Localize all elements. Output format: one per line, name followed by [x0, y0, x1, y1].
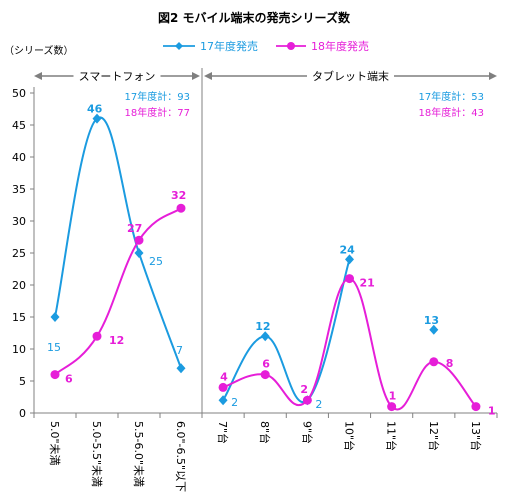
y-tick-label-9: 45 [12, 119, 26, 132]
series-1-point-4 [218, 382, 228, 392]
series-1-point-8 [387, 402, 397, 412]
y-tick-label-4: 20 [12, 279, 26, 292]
series-1-point-6 [302, 395, 312, 405]
x-tick-label-1: 5.0-5.5"未満 [90, 421, 103, 487]
series-1-label-4: 4 [220, 370, 228, 383]
series-1-label-7: 21 [360, 277, 375, 290]
legend-label-1: 18年度発売 [311, 39, 369, 53]
series-1-label-5: 6 [262, 358, 270, 371]
y-tick-label-3: 15 [12, 311, 26, 324]
series-0-line-0 [54, 116, 182, 369]
y-tick-label-2: 10 [12, 343, 26, 356]
chart-title: 図2 モバイル端末の発売シリーズ数 [158, 10, 351, 25]
series-0-point-3 [176, 363, 186, 374]
x-tick-label-6: 9"台 [300, 421, 314, 444]
total-annotation-0: 17年度計：93 [125, 90, 190, 103]
section-label-bg-1 [307, 67, 394, 83]
series-1-point-10 [471, 402, 481, 412]
series-1-point-7 [345, 274, 354, 284]
section-arrow-right-0 [192, 72, 200, 80]
series-1-label-10: 1 [488, 405, 496, 418]
y-tick-label-5: 25 [12, 247, 26, 260]
section-arrow-right-1 [489, 72, 497, 80]
x-tick-label-2: 5.5-6.0"未満 [132, 421, 145, 487]
series-1-label-6: 2 [300, 383, 308, 396]
x-tick-label-4: 7"台 [216, 421, 230, 444]
y-tick-label-6: 30 [12, 215, 26, 228]
series-0-point-7 [345, 254, 354, 265]
series-0-label-5: 12 [255, 320, 270, 333]
series-0-point-9 [429, 324, 439, 335]
series-0-point-2 [134, 248, 144, 258]
x-tick-label-5: 8"台 [258, 421, 272, 444]
series-1-label-3: 32 [171, 189, 186, 202]
y-tick-label-10: 50 [12, 87, 26, 100]
y-tick-label-1: 5 [19, 375, 26, 388]
series-0-label-3: 7 [176, 344, 183, 357]
series-0-label-0: 15 [47, 341, 61, 354]
series-0-label-7: 24 [340, 243, 356, 256]
series-1-point-2 [134, 235, 144, 245]
series-0-point-4 [218, 395, 228, 406]
y-tick-label-0: 0 [19, 407, 26, 420]
legend-marker-1 [287, 42, 295, 50]
series-0-point-1 [92, 113, 102, 124]
series-1-label-2: 27 [127, 222, 142, 235]
series-1-label-1: 12 [109, 334, 124, 347]
legend-label-0: 17年度発売 [200, 39, 258, 53]
series-1-label-9: 8 [446, 357, 454, 370]
x-tick-label-10: 13"台 [469, 421, 483, 451]
x-tick-label-9: 12"台 [427, 421, 441, 451]
series-0-label-2: 25 [149, 255, 163, 268]
series-1-point-3 [176, 203, 186, 213]
series-1-point-5 [260, 370, 270, 380]
series-1-label-0: 6 [65, 373, 73, 386]
series-1-point-9 [429, 357, 439, 367]
total-annotation-1: 18年度計：77 [125, 106, 190, 119]
series-0-point-5 [260, 331, 270, 342]
section-label-0: スマートフォン [79, 70, 156, 83]
series-0-label-9: 13 [424, 314, 439, 327]
series-0-label-6: 2 [315, 398, 322, 411]
section-arrow-left-1 [204, 72, 212, 80]
series-1-line-0 [54, 207, 182, 376]
section-label-1: タブレット端末 [312, 69, 389, 83]
x-tick-label-7: 10"台 [343, 421, 357, 451]
y-tick-label-8: 40 [12, 151, 26, 164]
legend-marker-0 [175, 42, 183, 50]
series-1-label-8: 1 [389, 390, 397, 403]
series-1-point-1 [92, 331, 102, 341]
series-0-label-4: 2 [231, 396, 238, 409]
series-0-label-1: 46 [87, 103, 103, 116]
y-tick-label-7: 35 [12, 183, 26, 196]
y-axis-label: （シリーズ数） [4, 44, 74, 57]
x-tick-label-3: 6.0"-6.5"以下 [174, 421, 187, 492]
total-annotation-3: 18年度計：43 [419, 106, 484, 119]
series-1-point-0 [50, 370, 60, 380]
series-0-line-1 [222, 259, 351, 404]
series-1-line-1 [222, 277, 477, 411]
section-arrow-left-0 [34, 72, 42, 80]
x-tick-label-0: 5.0"未満 [48, 421, 61, 466]
section-label-bg-0 [73, 67, 161, 83]
series-0-point-0 [50, 312, 60, 322]
total-annotation-2: 17年度計：53 [419, 90, 484, 103]
x-tick-label-8: 11"台 [385, 421, 399, 451]
